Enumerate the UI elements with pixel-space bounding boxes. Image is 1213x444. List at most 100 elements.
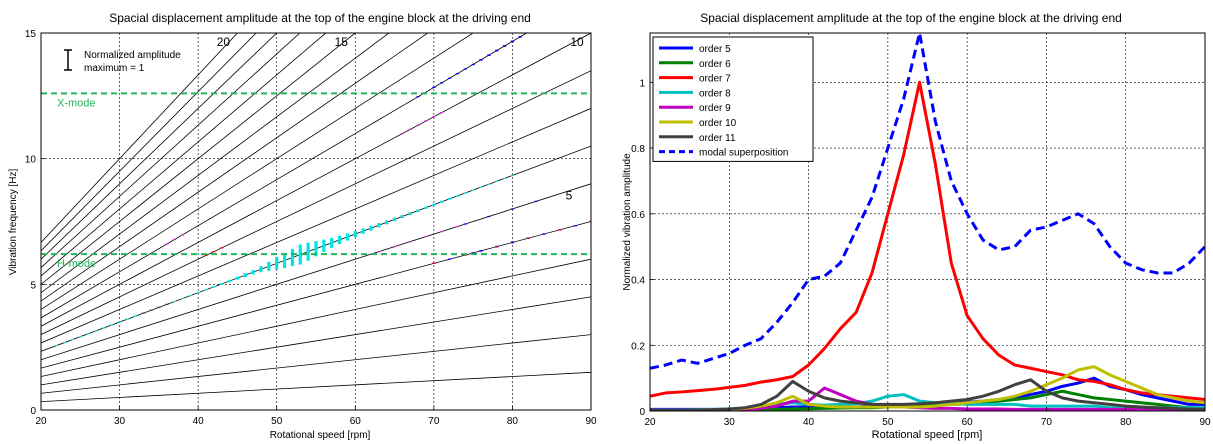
legend-label-0: order 5 bbox=[699, 44, 731, 55]
order-label-15: 15 bbox=[335, 35, 349, 49]
amplitude-marker-0-38 bbox=[353, 231, 357, 238]
left-mode-lines: X-mode H-mode bbox=[41, 92, 591, 270]
amplitude-marker-0-10 bbox=[133, 315, 137, 317]
amplitude-marker-3-10 bbox=[573, 225, 577, 227]
amplitude-marker-8-3 bbox=[534, 200, 538, 202]
amplitude-marker-1-4 bbox=[455, 73, 460, 75]
amplitude-marker-0-33 bbox=[314, 241, 318, 257]
amplitude-marker-1-6 bbox=[471, 63, 475, 66]
amplitude-marker-5-3 bbox=[424, 235, 428, 238]
amplitude-marker-3-1 bbox=[447, 258, 452, 260]
order-line-12 bbox=[41, 33, 474, 310]
amplitude-marker-0-54 bbox=[479, 186, 483, 188]
amplitude-marker-1-1 bbox=[432, 86, 436, 89]
amplitude-marker-0-16 bbox=[180, 297, 185, 300]
amplitude-marker-2-4 bbox=[432, 116, 436, 118]
amplitude-marker-0-7 bbox=[110, 324, 114, 326]
amplitude-marker-0-23 bbox=[235, 276, 240, 280]
amplitude-marker-0-29 bbox=[282, 252, 287, 268]
amplitude-marker-4-5 bbox=[589, 220, 591, 223]
left-x-tick-label-7: 90 bbox=[585, 416, 597, 427]
left-x-tick-label-6: 80 bbox=[507, 416, 519, 427]
amplitude-marker-0-45 bbox=[408, 212, 412, 216]
amplitude-note-line-2: maximum = 1 bbox=[84, 63, 145, 74]
order-line-13 bbox=[41, 33, 429, 302]
amplitude-marker-1-7 bbox=[479, 59, 483, 61]
left-chart-title: Spacial displacement amplitude at the to… bbox=[109, 11, 531, 25]
amplitude-marker-1-8 bbox=[487, 54, 491, 57]
amplitude-marker-0-21 bbox=[220, 283, 224, 285]
order-label-5: 5 bbox=[566, 189, 573, 203]
amplitude-marker-0-25 bbox=[251, 269, 255, 275]
amplitude-marker-2-5 bbox=[440, 111, 444, 114]
mode-label-0: X-mode bbox=[57, 97, 96, 109]
amplitude-marker-5-2 bbox=[408, 241, 412, 243]
amplitude-marker-0-37 bbox=[345, 233, 350, 241]
order-line-17 bbox=[41, 33, 301, 268]
right-x-tick-label-6: 80 bbox=[1120, 417, 1132, 428]
mode-label-1: H-mode bbox=[57, 258, 96, 270]
amplitude-marker-0-9 bbox=[125, 318, 130, 320]
amplitude-marker-0-18 bbox=[196, 292, 200, 294]
amplitude-marker-0-0 bbox=[55, 344, 59, 347]
amplitude-marker-0-28 bbox=[275, 257, 279, 270]
amplitude-marker-0-34 bbox=[322, 239, 326, 252]
right-y-tick-label-3: 0.6 bbox=[631, 210, 645, 221]
amplitude-marker-8-1 bbox=[487, 215, 491, 218]
amplitude-marker-1-11 bbox=[510, 40, 515, 43]
left-order-lines bbox=[41, 33, 591, 403]
amplitude-marker-0-40 bbox=[369, 225, 373, 231]
amplitude-marker-1-0 bbox=[416, 96, 420, 98]
order-line-1 bbox=[41, 371, 591, 403]
series-line-order-11 bbox=[650, 378, 1205, 411]
amplitude-marker-6-2 bbox=[180, 234, 185, 236]
right-y-tick-label-2: 0.4 bbox=[631, 276, 645, 287]
amplitude-marker-1-2 bbox=[440, 82, 444, 84]
right-x-tick-label-1: 30 bbox=[724, 417, 736, 428]
amplitude-marker-0-46 bbox=[416, 209, 420, 212]
amplitude-marker-9-2 bbox=[157, 306, 161, 308]
order-line-14 bbox=[41, 33, 390, 294]
amplitude-marker-9-0 bbox=[141, 312, 145, 314]
amplitude-marker-5-0 bbox=[377, 251, 381, 253]
amplitude-marker-4-0 bbox=[432, 262, 436, 264]
order-line-9 bbox=[41, 70, 591, 335]
amplitude-marker-0-58 bbox=[510, 174, 515, 177]
right-x-tick-label-3: 50 bbox=[882, 417, 894, 428]
legend-box bbox=[652, 36, 814, 162]
amplitude-marker-1-12 bbox=[518, 35, 522, 38]
order-line-18 bbox=[41, 33, 278, 260]
amplitude-marker-0-42 bbox=[385, 220, 389, 225]
series-line-modal-superposition bbox=[650, 33, 1205, 370]
amplitude-marker-0-47 bbox=[424, 206, 428, 209]
right-x-tick-label-0: 20 bbox=[644, 417, 656, 428]
amplitude-marker-1-5 bbox=[463, 68, 467, 70]
normalized-amplitude-note: Normalized amplitude maximum = 1 bbox=[64, 49, 181, 74]
amplitude-marker-0-30 bbox=[290, 249, 295, 267]
order-line-6 bbox=[41, 183, 591, 361]
legend-label-1: order 6 bbox=[699, 59, 731, 70]
amplitude-marker-0-41 bbox=[377, 223, 381, 228]
amplitude-marker-0-36 bbox=[337, 235, 342, 245]
amplitude-marker-0-56 bbox=[495, 180, 499, 182]
left-x-tick-label-2: 40 bbox=[193, 416, 205, 427]
left-x-ticks: 20 30 40 50 60 70 80 90 bbox=[35, 406, 597, 427]
amplitude-marker-0-17 bbox=[188, 295, 192, 297]
order-line-5 bbox=[41, 221, 591, 369]
right-x-tick-label-5: 70 bbox=[1041, 417, 1053, 428]
order-line-11 bbox=[41, 33, 528, 319]
legend-label-5: order 10 bbox=[699, 118, 737, 129]
amplitude-marker-4-2 bbox=[495, 246, 499, 248]
left-plot-frame bbox=[40, 32, 592, 411]
amplitude-marker-0-8 bbox=[117, 321, 122, 323]
amplitude-marker-0-24 bbox=[243, 273, 247, 278]
legend-label-2: order 7 bbox=[699, 74, 731, 85]
amplitude-marker-3-6 bbox=[510, 241, 515, 244]
legend-label-4: order 9 bbox=[699, 103, 731, 114]
amplitude-marker-0-31 bbox=[298, 244, 302, 265]
amplitude-marker-0-35 bbox=[330, 237, 334, 248]
amplitude-marker-2-3 bbox=[424, 120, 428, 122]
amplitude-note-line-1: Normalized amplitude bbox=[84, 50, 181, 61]
left-amplitude-markers bbox=[55, 35, 591, 347]
